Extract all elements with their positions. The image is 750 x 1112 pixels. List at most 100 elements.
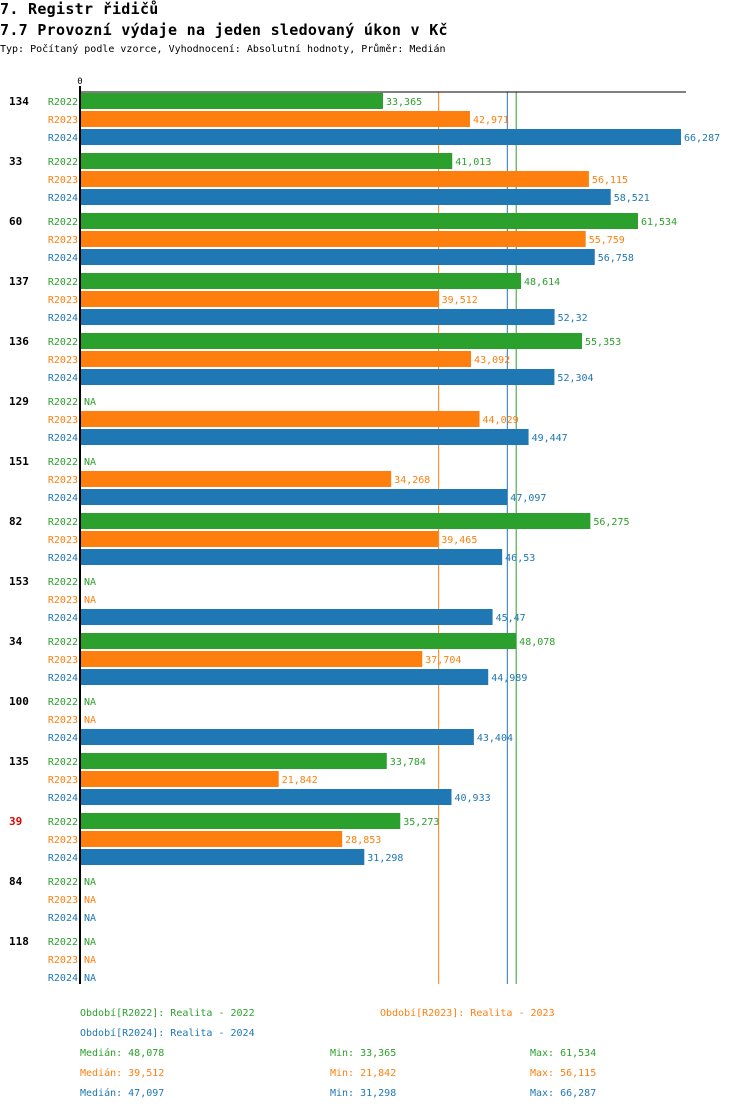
data-label: NA [84, 697, 96, 708]
bar [81, 549, 503, 565]
series-label: R2024 [48, 493, 78, 504]
series-label: R2022 [48, 277, 78, 288]
series-label: R2022 [48, 397, 78, 408]
bar [81, 291, 439, 307]
data-label: NA [84, 877, 96, 888]
series-label: R2024 [48, 433, 78, 444]
data-label: 55,759 [589, 235, 625, 246]
data-label: 33,784 [390, 757, 426, 768]
series-label: R2024 [48, 553, 78, 564]
data-label: 33,365 [386, 97, 422, 108]
series-label: R2023 [48, 235, 78, 246]
series-label: R2022 [48, 937, 78, 948]
category-label: 84 [9, 875, 23, 888]
series-label: R2022 [48, 217, 78, 228]
category-label: 100 [9, 695, 29, 708]
data-label: NA [84, 973, 96, 984]
bar [81, 171, 589, 187]
data-label: 45,47 [496, 613, 526, 624]
legend-min-r2024: Min: 31,298 [330, 1088, 397, 1099]
series-label: R2022 [48, 157, 78, 168]
series-label: R2023 [48, 415, 78, 426]
category-label: 129 [9, 395, 29, 408]
data-label: 43,092 [474, 355, 510, 366]
bar [81, 813, 401, 829]
section-title: 7. Registr řidičů [0, 0, 159, 18]
series-label: R2024 [48, 133, 78, 144]
legend-period-r2023: Období[R2023]: Realita - 2023 [380, 1008, 555, 1019]
category-label: 82 [9, 515, 22, 528]
data-label: NA [84, 577, 96, 588]
legend-max-r2022: Max: 61,534 [530, 1048, 597, 1059]
bar-chart: 134 R2022 33,365 R2023 42,971 R2024 66,287 33 R2… [9, 77, 720, 984]
series-label: R2024 [48, 793, 78, 804]
chart-title: 7.7 Provozní výdaje na jeden sledovaný ú… [0, 21, 448, 39]
series-label: R2023 [48, 175, 78, 186]
series-label: R2022 [48, 577, 78, 588]
series-label: R2023 [48, 295, 78, 306]
data-label: 55,353 [585, 337, 621, 348]
data-label: NA [84, 457, 96, 468]
bar [81, 753, 387, 769]
data-label: 44,029 [483, 415, 519, 426]
legend-period-r2024: Období[R2024]: Realita - 2024 [80, 1028, 255, 1039]
bar [81, 213, 638, 229]
data-label: NA [84, 955, 96, 966]
bar [81, 651, 423, 667]
data-label: 31,298 [367, 853, 403, 864]
bar [81, 93, 384, 109]
series-label: R2024 [48, 313, 78, 324]
bar [81, 831, 343, 847]
data-label: 47,097 [510, 493, 546, 504]
series-label: R2024 [48, 613, 78, 624]
data-label: 42,971 [473, 115, 509, 126]
category-label: 60 [9, 215, 22, 228]
chart-info: Typ: Počítaný podle vzorce, Vyhodnocení:… [0, 44, 446, 55]
series-label: R2024 [48, 973, 78, 984]
data-label: NA [84, 595, 96, 606]
legend-min-r2023: Min: 21,842 [330, 1068, 397, 1079]
series-label: R2022 [48, 637, 78, 648]
category-label: 33 [9, 155, 22, 168]
legend-min-r2022: Min: 33,365 [330, 1048, 397, 1059]
bar [81, 729, 474, 745]
bar [81, 129, 681, 145]
series-label: R2022 [48, 97, 78, 108]
series-label: R2022 [48, 697, 78, 708]
data-label: 49,447 [532, 433, 568, 444]
data-label: NA [84, 937, 96, 948]
data-label: NA [84, 397, 96, 408]
bar [81, 273, 522, 289]
series-label: R2023 [48, 655, 78, 666]
data-label: 52,304 [557, 373, 593, 384]
series-label: R2024 [48, 193, 78, 204]
bar [81, 429, 529, 445]
series-label: R2022 [48, 817, 78, 828]
series-label: R2023 [48, 955, 78, 966]
data-label: 48,078 [519, 637, 555, 648]
bar [81, 609, 493, 625]
bar [81, 249, 595, 265]
series-label: R2023 [48, 475, 78, 486]
data-label: 37,704 [425, 655, 461, 666]
category-label: 39 [9, 815, 22, 828]
series-label: R2023 [48, 895, 78, 906]
series-label: R2022 [48, 877, 78, 888]
data-label: 56,275 [593, 517, 629, 528]
series-label: R2024 [48, 253, 78, 264]
data-label: 46,53 [505, 553, 535, 564]
series-label: R2022 [48, 337, 78, 348]
category-label: 137 [9, 275, 29, 288]
series-label: R2023 [48, 355, 78, 366]
series-label: R2023 [48, 835, 78, 846]
bar [81, 771, 279, 787]
data-label: 34,268 [394, 475, 430, 486]
series-label: R2024 [48, 853, 78, 864]
series-label: R2023 [48, 715, 78, 726]
series-label: R2022 [48, 517, 78, 528]
category-label: 134 [9, 95, 29, 108]
data-label: 35,273 [403, 817, 439, 828]
category-label: 151 [9, 455, 29, 468]
data-label: 43,404 [477, 733, 513, 744]
data-label: NA [84, 715, 96, 726]
